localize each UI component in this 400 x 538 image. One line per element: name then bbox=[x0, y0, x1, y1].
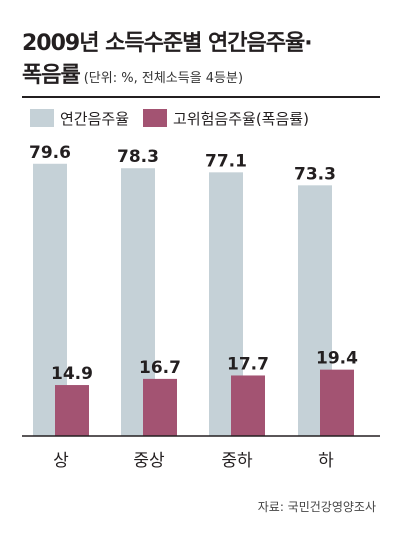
data-label-series-1-중하: 77.1 bbox=[205, 151, 247, 171]
data-label-series-2-중상: 16.7 bbox=[139, 358, 181, 378]
category-label-중상: 중상 bbox=[133, 451, 165, 471]
chart-title: 2009년 소득수준별 연간음주율· 폭음률 (단위: %, 전체소득을 4등분) bbox=[22, 28, 392, 95]
unit-note: (단위: %, 전체소득을 4등분) bbox=[83, 71, 244, 86]
legend-swatch-series-2 bbox=[143, 109, 168, 127]
legend-label-series-1: 연간음주율 bbox=[60, 109, 130, 128]
legend-item-series-1: 연간음주율 bbox=[30, 108, 129, 129]
title-line-2: 폭음률 bbox=[22, 63, 81, 88]
title-divider bbox=[22, 96, 380, 98]
data-label-series-2-중하: 17.7 bbox=[227, 354, 269, 374]
data-label-series-1-하: 73.3 bbox=[294, 164, 336, 184]
data-label-series-2-상: 14.9 bbox=[51, 364, 93, 384]
data-label-series-1-상: 79.6 bbox=[29, 143, 71, 163]
data-label-series-2-하: 19.4 bbox=[316, 349, 358, 369]
bar-series-2-하 bbox=[320, 369, 354, 436]
legend-swatch-series-1 bbox=[30, 109, 54, 127]
legend-label-series-2: 고위험음주율(폭음률) bbox=[173, 109, 309, 128]
data-label-series-1-중상: 78.3 bbox=[117, 147, 159, 167]
bar-series-2-중하 bbox=[231, 375, 265, 436]
bar-series-2-중상 bbox=[143, 378, 177, 436]
legend-item-series-2: 고위험음주율(폭음률) bbox=[143, 108, 309, 129]
category-label-상: 상 bbox=[53, 451, 69, 471]
title-line-1: 2009년 소득수준별 연간음주율· bbox=[22, 31, 313, 56]
source-note: 자료: 국민건강영양조사 bbox=[257, 500, 376, 514]
category-label-하: 하 bbox=[318, 451, 334, 471]
bar-series-2-상 bbox=[55, 385, 89, 436]
legend: 연간음주율 고위험음주율(폭음률) bbox=[30, 106, 323, 130]
category-label-중하: 중하 bbox=[221, 451, 253, 471]
